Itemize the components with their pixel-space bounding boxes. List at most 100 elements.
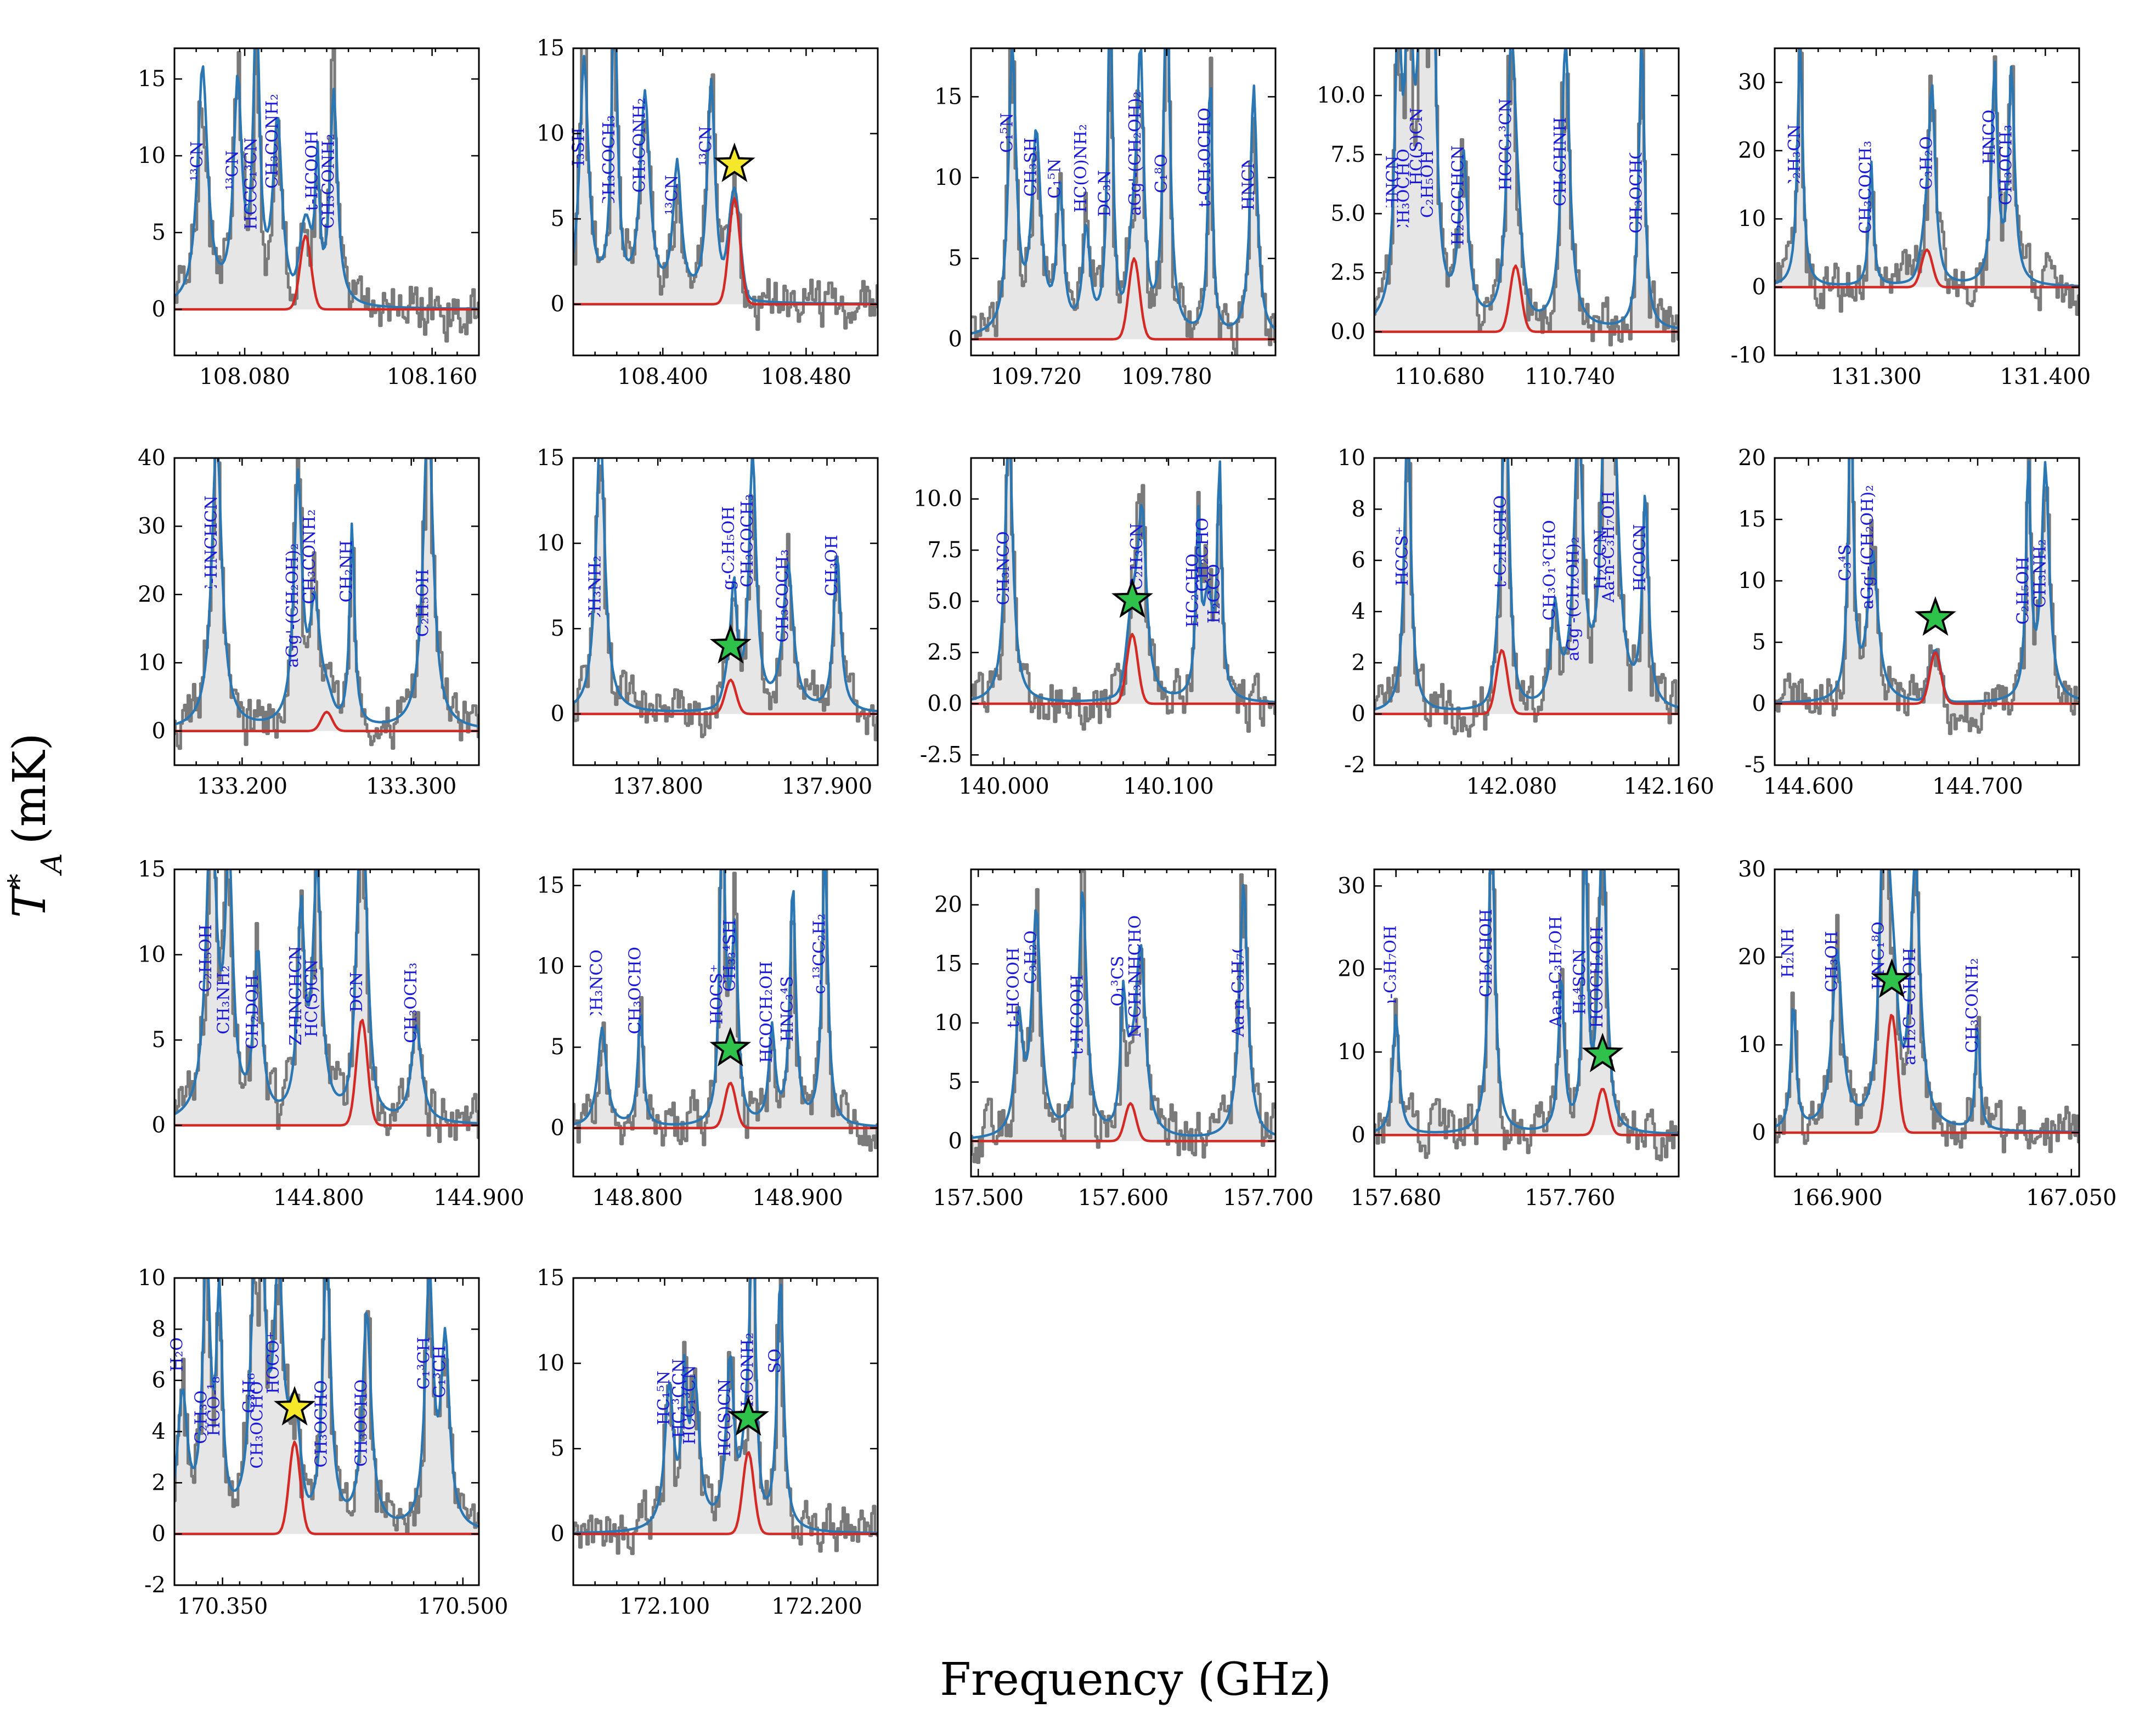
y-tick-label: 2 [1352, 650, 1365, 675]
molecule-label: CH₃NCO [588, 949, 607, 1023]
y-tick-label: 10.0 [913, 487, 962, 512]
detection-star-icon [1111, 578, 1153, 618]
molecule-label: H₃⁴SCN [1571, 949, 1590, 1015]
molecule-label: a-H₂C=CHOH [1900, 948, 1920, 1065]
molecule-label: HCCC₁³CN [1497, 98, 1516, 190]
observed-spectrum-fill [573, 466, 878, 740]
x-tick-label: 131.300 [1831, 364, 1921, 389]
y-tick-label: 10 [537, 531, 565, 556]
molecule-label: CH₃O₁³CHO [1540, 520, 1559, 621]
spectrum-panel: CH₂NH CH₃OH HNC₁⁸O a-H₂C=CHOH CH₃CONH₂166.90… [1738, 857, 2116, 1211]
x-tick-label: 108.480 [761, 364, 851, 389]
molecule-label: CH₃NH₂ [214, 965, 233, 1034]
spectrum-panel: CH₃NCO CH₃OCHO HOCS⁺CH₃₃⁴SH HCOCH₂OH HNC₃⁴S c… [537, 868, 879, 1211]
target-model-line [174, 234, 479, 311]
x-tick-label: 148.900 [752, 1185, 843, 1211]
molecule-label: HCCS⁺ [1393, 527, 1412, 586]
y-tick-label: 7.5 [1330, 142, 1365, 167]
y-tick-label: 20 [1738, 945, 1766, 970]
total-model-line [174, 869, 479, 1125]
y-tick-label: 10 [138, 650, 166, 675]
y-tick-label: 5 [949, 246, 962, 271]
molecule-label: CH₃COCH₃ [1856, 140, 1876, 234]
x-tick-label: 142.080 [1466, 774, 1557, 799]
panel-frame [1373, 457, 1680, 766]
target-model-line [573, 1451, 878, 1535]
observed-spectrum-line [1374, 458, 1679, 738]
y-tick-label: 0 [152, 297, 166, 322]
target-model-line [174, 710, 479, 733]
x-tick-label: 131.400 [2000, 364, 2091, 389]
x-tick-label: 133.300 [366, 774, 456, 799]
molecule-label: C₂H₃CN [1785, 124, 1804, 191]
spectrum-panel: HCCS⁺ t-C₂H₃CHO CH₃O₁³CHO aGg'-(CH₂OH)₂ H₂CC… [1337, 445, 1714, 799]
y-tick-label: 0.0 [1330, 319, 1365, 344]
detection-star-icon [1582, 1032, 1624, 1072]
detection-star-icon [727, 1396, 770, 1436]
y-tick-label: 10 [138, 143, 166, 168]
observed-spectrum-fill [1775, 48, 2079, 315]
x-tick-label: 137.800 [612, 774, 703, 799]
molecule-label: CH₃COCH₃ [774, 549, 793, 642]
molecule-label: C₃H₂O [1917, 136, 1937, 190]
y-tick-label: -2 [144, 1573, 166, 1598]
molecule-label: CH₃OCHO [1394, 149, 1413, 236]
target-model-line [1374, 264, 1679, 333]
x-axis-title: Frequency (GHz) [940, 1654, 1331, 1706]
molecule-label: CH₃OCHO [352, 1379, 371, 1467]
y-tick-label: 10 [1738, 206, 1766, 231]
molecule-label: CH₂CHO [1193, 518, 1212, 592]
y-tick-label: 30 [138, 513, 166, 539]
panels-group: ¹³CN ¹³CN HCCC₁³CN CH₃CONH₂ t-HCOOHCH₃CONH₂1… [138, 36, 2116, 1619]
molecule-label: CH₃COCH₃ [600, 115, 619, 208]
x-tick-label: 144.600 [1763, 774, 1854, 799]
x-tick-label: 108.400 [618, 364, 708, 389]
molecule-label: CH₃CONH₂ [630, 98, 650, 193]
total-model-line [573, 869, 878, 1128]
total-model-line [1775, 869, 2079, 1133]
y-tick-label: 5.0 [1330, 201, 1365, 227]
total-model-line [971, 884, 1275, 1139]
observed-spectrum-line [1775, 869, 2079, 1153]
y-tick-label: 15 [537, 873, 565, 898]
molecule-label: CH₃NCO [994, 531, 1013, 605]
target-model-line [174, 1440, 479, 1535]
x-tick-label: 144.800 [273, 1185, 364, 1211]
molecule-label: CH₃OCH₃ [402, 963, 421, 1043]
molecule-label: aGg'-(CH₂OH)₂ [1126, 91, 1145, 216]
y-tick-label: 10 [537, 1351, 565, 1376]
molecule-label: C₃⁴S [1836, 544, 1855, 581]
y-tick-label: 2.5 [927, 640, 962, 665]
x-tick-label: 170.350 [177, 1594, 268, 1619]
molecule-label: Z-HNCHCN [286, 946, 306, 1046]
x-tick-label: 157.700 [1223, 1185, 1313, 1211]
x-tick-label: 157.600 [1078, 1185, 1169, 1211]
x-tick-label: 110.680 [1394, 364, 1484, 389]
molecule-label: t-HCOOH [1004, 947, 1023, 1028]
y-tick-label: 10 [138, 1265, 166, 1291]
y-tick-label: 20 [138, 582, 166, 607]
y-tick-label: 0 [551, 292, 565, 317]
y-tick-label: 0 [949, 327, 962, 352]
y-tick-label: 30 [1337, 873, 1365, 898]
y-tick-label: 0 [1752, 275, 1766, 300]
molecule-label: E-HNCHCN [202, 495, 221, 596]
y-tick-label: 20 [1738, 138, 1766, 163]
x-tick-label: 144.700 [1932, 774, 2023, 799]
molecule-label: aGg'-(CH₂OH)₂ [1563, 536, 1583, 661]
y-tick-label: 10.0 [1317, 83, 1365, 108]
y-tick-label: 20 [1337, 957, 1365, 982]
detection-star-icon [274, 1386, 315, 1426]
y-tick-label: 5 [949, 1070, 962, 1095]
molecule-label: C₁³CH [431, 1345, 450, 1398]
molecule-label: CH₃CONH₂ [319, 134, 338, 229]
molecule-label: C₁⁵N [1046, 159, 1065, 199]
y-tick-label: 0 [551, 1116, 565, 1141]
molecule-label: CH₃CHNH [1551, 117, 1570, 207]
y-tick-label: 5 [152, 220, 166, 245]
